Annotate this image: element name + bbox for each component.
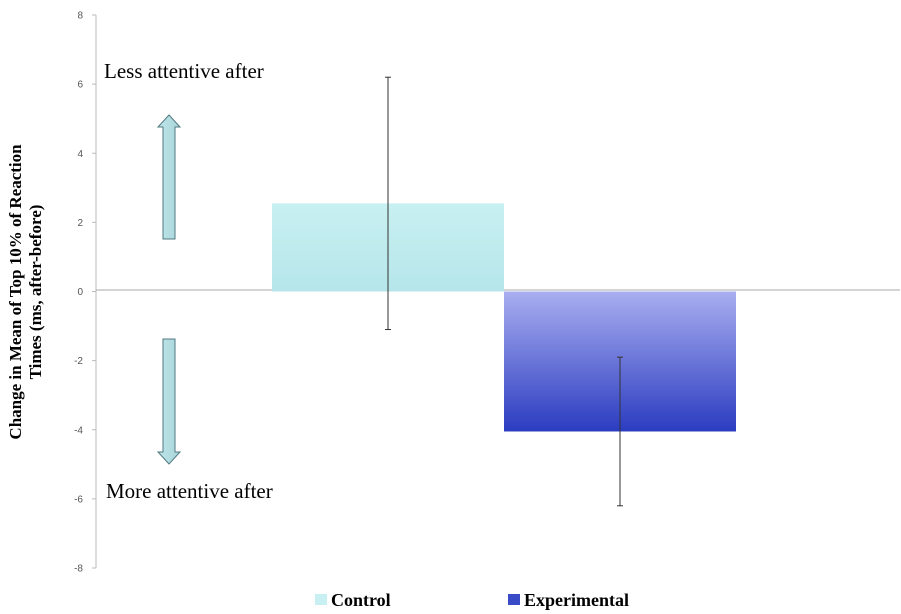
y-tick-label: 4 <box>77 149 83 160</box>
y-tick-label: 0 <box>77 287 83 298</box>
error-bar-control <box>385 76 391 331</box>
y-tick-label: 6 <box>77 80 83 91</box>
legend-swatch-experimental <box>508 594 520 605</box>
arrow-down-icon <box>156 338 182 465</box>
error-bar-experimental <box>617 356 623 507</box>
y-tick-label: -2 <box>74 356 83 367</box>
annotation-less-attentive: Less attentive after <box>104 59 264 83</box>
legend: Control Experimental <box>315 590 629 610</box>
y-tick-label: 2 <box>77 218 83 229</box>
legend-label-experimental: Experimental <box>524 590 629 610</box>
y-tick-label: -4 <box>74 425 83 436</box>
y-tick-label: 8 <box>77 11 83 22</box>
y-ticks: 8 6 4 2 0 -2 -4 -6 -8 <box>74 11 96 575</box>
arrow-up-icon <box>156 114 182 240</box>
legend-swatch-control <box>315 594 327 605</box>
y-tick-label: -8 <box>74 564 83 575</box>
legend-label-control: Control <box>331 590 391 610</box>
annotation-more-attentive: More attentive after <box>106 479 273 503</box>
y-axis-label-line2: Times (ms, after-before) <box>26 205 45 380</box>
y-tick-label: -6 <box>74 494 83 505</box>
y-axis-label-line1: Change in Mean of Top 10% of Reaction <box>6 144 25 440</box>
